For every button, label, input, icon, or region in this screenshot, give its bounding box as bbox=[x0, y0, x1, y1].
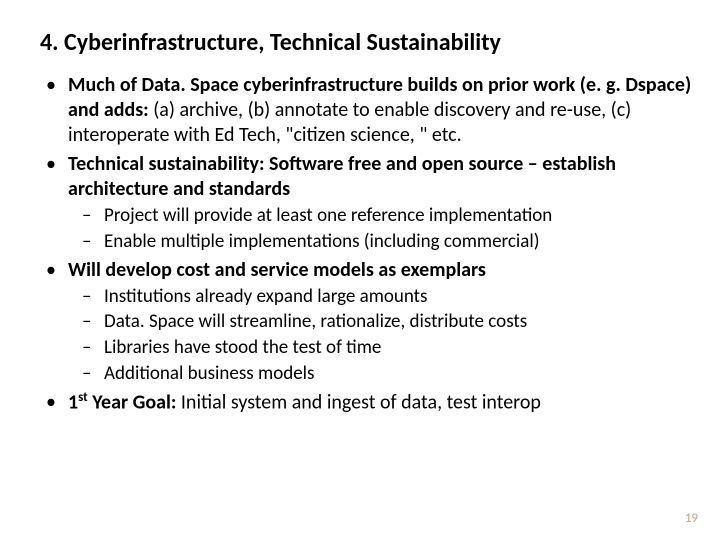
bullet-3-sublist: Institutions already expand large amount… bbox=[78, 285, 694, 386]
bullet-3-sub2: Data. Space will streamline, rationalize… bbox=[78, 310, 694, 334]
bullet-2-text: Technical sustainability: Software free … bbox=[68, 152, 616, 201]
bullet-3-sub4: Additional business models bbox=[78, 362, 694, 386]
bullet-list-level1: Much of Data. Space cyberinfrastructure … bbox=[40, 73, 694, 415]
bullet-2-sub2: Enable multiple implementations (includi… bbox=[78, 230, 694, 254]
bullet-4-bold: Year Goal: bbox=[88, 390, 181, 414]
bullet-2: Technical sustainability: Software free … bbox=[40, 152, 694, 254]
page-number: 19 bbox=[685, 511, 698, 526]
bullet-2-sublist: Project will provide at least one refere… bbox=[78, 204, 694, 254]
bullet-4-rest: Initial system and ingest of data, test … bbox=[181, 390, 541, 414]
bullet-3-sub3: Libraries have stood the test of time bbox=[78, 336, 694, 360]
bullet-1: Much of Data. Space cyberinfrastructure … bbox=[40, 73, 694, 148]
bullet-2-sub1: Project will provide at least one refere… bbox=[78, 204, 694, 228]
bullet-3: Will develop cost and service models as … bbox=[40, 258, 694, 386]
bullet-4: 1st Year Goal: Initial system and ingest… bbox=[40, 390, 694, 416]
bullet-4-sup: st bbox=[78, 390, 88, 405]
bullet-3-text: Will develop cost and service models as … bbox=[68, 258, 486, 282]
bullet-4-pre: 1 bbox=[68, 390, 78, 414]
bullet-1-rest: (a) archive, (b) annotate to enable disc… bbox=[68, 98, 631, 147]
bullet-3-sub1: Institutions already expand large amount… bbox=[78, 285, 694, 309]
slide-title: 4. Cyberinfrastructure, Technical Sustai… bbox=[40, 28, 694, 57]
